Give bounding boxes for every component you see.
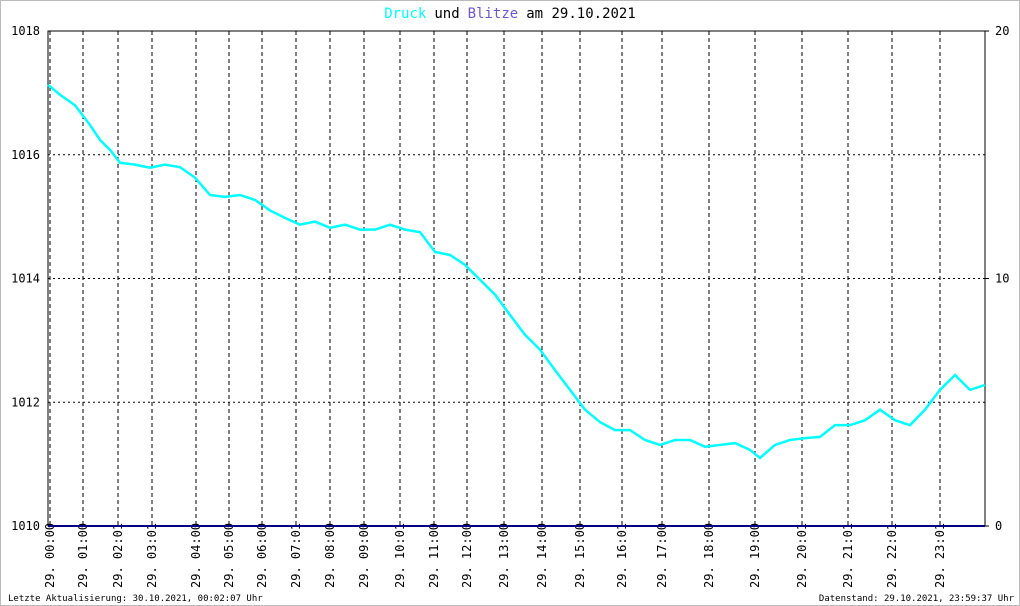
x-tick-label: 29. 02:01: [111, 523, 125, 588]
x-tick-label: 29. 14:00: [535, 523, 549, 588]
x-tick-label: 29. 11:00: [427, 523, 441, 588]
title-series: Blitze: [468, 6, 519, 22]
x-tick-label: 29. 06:00: [255, 523, 269, 588]
title-connector: und: [434, 6, 459, 22]
x-tick-label: 29. 16:01: [615, 523, 629, 588]
x-tick-label: 29. 07:01: [289, 523, 303, 588]
title-date: am 29.10.2021: [526, 6, 636, 22]
x-tick-label: 29. 23:01: [933, 523, 947, 588]
x-tick-label: 29. 13:00: [497, 523, 511, 588]
x-tick-label: 29. 04:00: [189, 523, 203, 588]
x-tick-label: 29. 17:00: [655, 523, 669, 588]
y2-tick-label: 20: [995, 24, 1009, 38]
x-tick-label: 29. 15:00: [573, 523, 587, 588]
x-tick-label: 29. 05:00: [222, 523, 236, 588]
footer-right: Datenstand: 29.10.2021, 23:59:37 Uhr: [819, 594, 1015, 604]
y2-tick-label: 10: [995, 272, 1009, 286]
x-tick-label: 29. 21:01: [841, 523, 855, 588]
x-tick-label: 29. 00:00: [43, 523, 57, 588]
y2-tick-label: 0: [995, 519, 1002, 533]
x-tick-label: 29. 01:00: [76, 523, 90, 588]
x-tick-label: 29. 22:01: [885, 523, 899, 588]
x-tick-label: 29. 09:00: [357, 523, 371, 588]
y-tick-label: 1010: [11, 519, 40, 533]
title-series: Druck: [384, 6, 427, 22]
y-tick-label: 1014: [11, 272, 40, 286]
y-tick-label: 1016: [11, 148, 40, 162]
x-tick-label: 29. 12:00: [460, 523, 474, 588]
footer-left: Letzte Aktualisierung: 30.10.2021, 00:02…: [8, 594, 263, 604]
x-tick-label: 29. 19:00: [748, 523, 762, 588]
x-tick-label: 29. 20:01: [795, 523, 809, 588]
series-line: [47, 83, 986, 460]
x-tick-label: 29. 03:01: [145, 523, 159, 588]
x-tick-label: 29. 10:01: [393, 523, 407, 588]
y-tick-label: 1018: [11, 24, 40, 38]
x-tick-label: 29. 08:00: [323, 523, 337, 588]
y-tick-label: 1012: [11, 395, 40, 409]
x-tick-label: 29. 18:00: [702, 523, 716, 588]
chart-title: Druck und Blitze am 29.10.2021: [384, 6, 636, 22]
